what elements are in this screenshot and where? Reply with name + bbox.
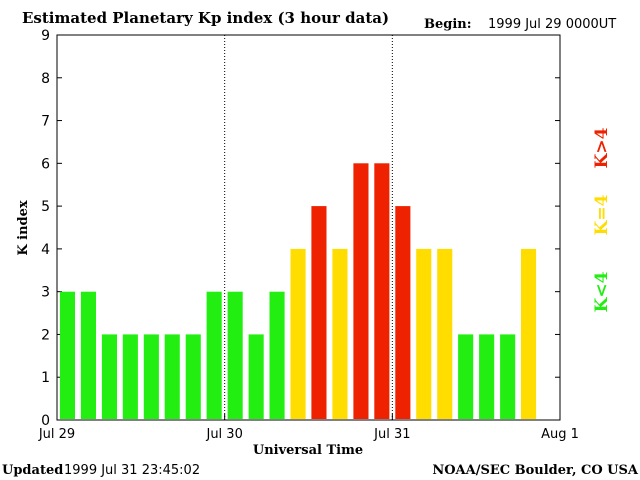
kp-bar	[206, 291, 222, 419]
kp-bar	[227, 291, 243, 419]
y-tick-label: 9	[41, 28, 50, 44]
day-divider-lines	[224, 35, 393, 420]
begin-label: Begin:	[424, 17, 472, 32]
x-tick-label: Jul 30	[205, 427, 242, 442]
y-tick-label: 4	[41, 242, 50, 258]
updated-value: 1999 Jul 31 23:45:02	[64, 463, 200, 478]
chart-title: Estimated Planetary Kp index (3 hour dat…	[22, 9, 389, 27]
kp-bar	[416, 248, 432, 419]
x-tick-label: Jul 29	[38, 427, 75, 442]
plot-frame	[56, 34, 561, 421]
y-tick-label: 2	[41, 327, 50, 343]
y-tick-label: 5	[41, 199, 50, 215]
x-axis: Jul 29 Jul 30 Jul 31 Aug 1	[38, 414, 579, 442]
credit: NOAA/SEC Boulder, CO USA	[432, 463, 639, 478]
kp-bar	[164, 334, 180, 419]
kp-bar	[458, 334, 474, 419]
kp-bar	[290, 248, 306, 419]
kp-bar	[521, 248, 537, 419]
y-tick-label: 7	[41, 114, 50, 130]
x-axis-label: Universal Time	[253, 443, 363, 458]
kp-bar	[122, 334, 138, 419]
kp-bar	[185, 334, 201, 419]
begin-value: 1999 Jul 29 0000UT	[488, 17, 616, 32]
kp-bar	[248, 334, 264, 419]
y-tick-label: 3	[41, 285, 50, 301]
kp-bar	[59, 291, 75, 419]
bars	[59, 163, 537, 419]
kp-bar	[479, 334, 495, 419]
kp-bar	[332, 248, 348, 419]
x-tick-label: Aug 1	[541, 427, 579, 442]
legend-mid: K=4	[592, 194, 612, 235]
legend-low: K<4	[592, 271, 612, 312]
x-tick-label: Jul 31	[373, 427, 410, 442]
y-tick-label: 6	[41, 156, 50, 172]
kp-bar	[395, 206, 411, 419]
kp-bar	[143, 334, 159, 419]
kp-bar	[500, 334, 516, 419]
legend-high: K>4	[592, 127, 612, 168]
kp-bar	[437, 248, 453, 419]
y-tick-label: 0	[41, 413, 50, 429]
y-axis-label: K index	[16, 200, 31, 256]
kp-bar	[80, 291, 96, 419]
y-tick-label: 8	[41, 71, 50, 87]
kp-bar	[374, 163, 390, 419]
legend: K<4 K=4 K>4	[592, 127, 612, 312]
y-tick-label: 1	[41, 370, 50, 386]
kp-bar	[269, 291, 285, 419]
kp-bar	[311, 206, 327, 419]
y-axis: 0 1 2 3 4 5 6 7 8 9	[41, 28, 560, 429]
kp-bar	[353, 163, 369, 419]
kp-bar	[101, 334, 117, 419]
updated-label: Updated	[2, 463, 63, 478]
